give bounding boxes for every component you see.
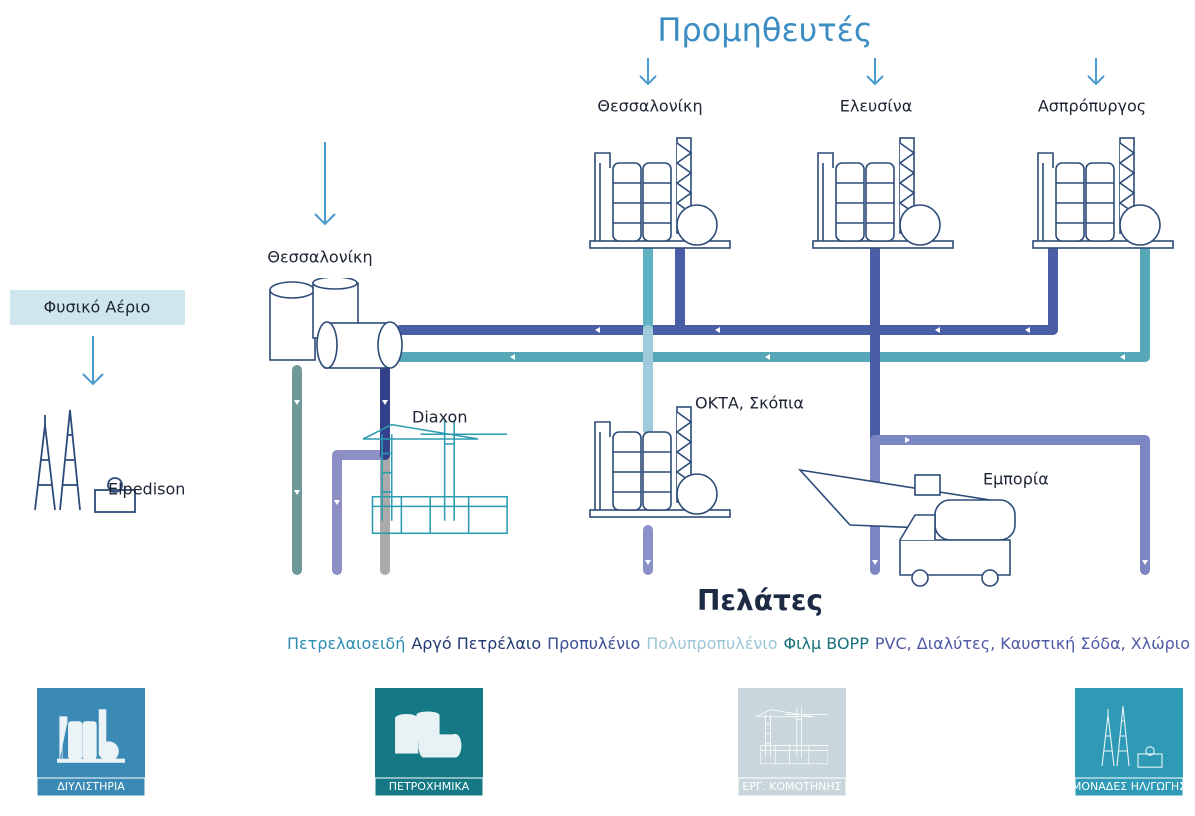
node-label: Diaxon [412, 408, 467, 427]
pipes [292, 245, 1150, 575]
product: Πετρελαιοειδή [287, 634, 406, 653]
node-label: ΟΚΤΑ, Σκόπια [695, 394, 804, 413]
tile-band [737, 777, 847, 797]
node-label: Elpedison [108, 480, 185, 499]
tiles: ΔΙΥΛΙΣΤΗΡΙΑ ΠΕΤΡΟΧΗΜΙΚΑ ΕΡΓ. ΚΟΜΟΤΗΝΗΣ ΜΟΝΑ… [36, 688, 1186, 797]
tile-label: ΜΟΝΑΔΕΣ ΗΛ/ΓΩΓΗΣ [1072, 780, 1186, 793]
tile-band [374, 777, 484, 797]
supplier-arrows [82, 58, 1105, 386]
supplier: Ελευσίνα [840, 97, 913, 116]
supplier: Ασπρόπυργος [1038, 97, 1146, 116]
tile-label: ΕΡΓ. ΚΟΜΟΤΗΝΗΣ [742, 780, 841, 793]
product: Φιλμ BOPP [783, 634, 869, 653]
tile-band [1074, 777, 1184, 797]
node-label: Θεσσαλονίκη [267, 248, 372, 267]
supplier: Θεσσαλονίκη [597, 97, 702, 116]
flow-arrows [294, 327, 1148, 565]
title: Προμηθευτές [657, 11, 872, 49]
tile-label: ΔΙΥΛΙΣΤΗΡΙΑ [57, 780, 125, 793]
tile-band [36, 777, 146, 797]
tile-label: ΠΕΤΡΟΧΗΜΙΚΑ [389, 780, 470, 793]
customers-title: Πελάτες [697, 584, 823, 617]
product: Πολυπροπυλένιο [646, 634, 778, 653]
ship-truck [797, 468, 1016, 587]
product: Αργό Πετρέλαιο [411, 634, 542, 653]
gas-box [10, 290, 185, 325]
product-legend: Πετρελαιοειδή Αργό Πετρέλαιο Προπυλένιο Πολ… [80, 634, 1190, 653]
node-label: Εμπορία [983, 470, 1049, 489]
product: Προπυλένιο [547, 634, 641, 653]
node-label: Φυσικό Αέριο [44, 298, 151, 317]
product: PVC, Διαλύτες, Καυστική Σόδα, Χλώριο [874, 634, 1190, 653]
